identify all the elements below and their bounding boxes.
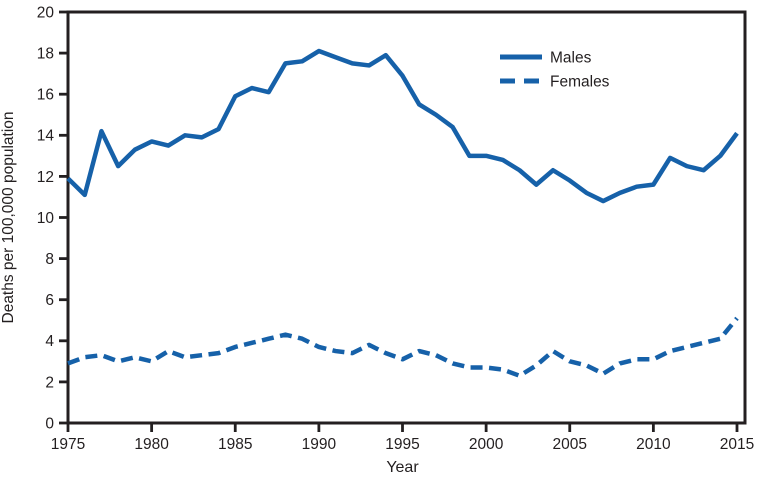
- y-tick-label: 16: [37, 87, 54, 104]
- x-tick-label: 1995: [385, 436, 419, 453]
- x-tick-label: 2015: [720, 436, 754, 453]
- y-tick-label: 2: [45, 374, 54, 391]
- plot-frame: [66, 10, 747, 425]
- y-tick-label: 10: [37, 210, 55, 227]
- y-tick-label: 4: [45, 333, 54, 350]
- y-tick-label: 6: [45, 292, 54, 309]
- y-axis-title: Deaths per 100,000 population: [0, 112, 17, 324]
- legend-label-females: Females: [550, 73, 610, 90]
- y-tick-label: 0: [45, 415, 54, 432]
- y-tick-label: 20: [37, 4, 55, 21]
- series-line-males: [66, 48, 739, 204]
- x-axis-title: Year: [386, 459, 419, 476]
- x-tick-label: 2000: [469, 436, 504, 453]
- y-tick-label: 18: [37, 46, 54, 63]
- x-tick-label: 1980: [134, 436, 169, 453]
- x-tick-label: 1990: [302, 436, 337, 453]
- y-tick-label: 12: [37, 169, 54, 186]
- x-tick-label: 2005: [553, 436, 587, 453]
- x-tick-label: 1975: [51, 436, 85, 453]
- legend-label-males: Males: [550, 49, 592, 66]
- x-tick-label: 2010: [636, 436, 671, 453]
- y-tick-label: 14: [37, 128, 55, 145]
- series-line-females: [67, 316, 739, 378]
- y-tick-label: 8: [45, 251, 54, 268]
- x-tick-label: 1985: [218, 436, 252, 453]
